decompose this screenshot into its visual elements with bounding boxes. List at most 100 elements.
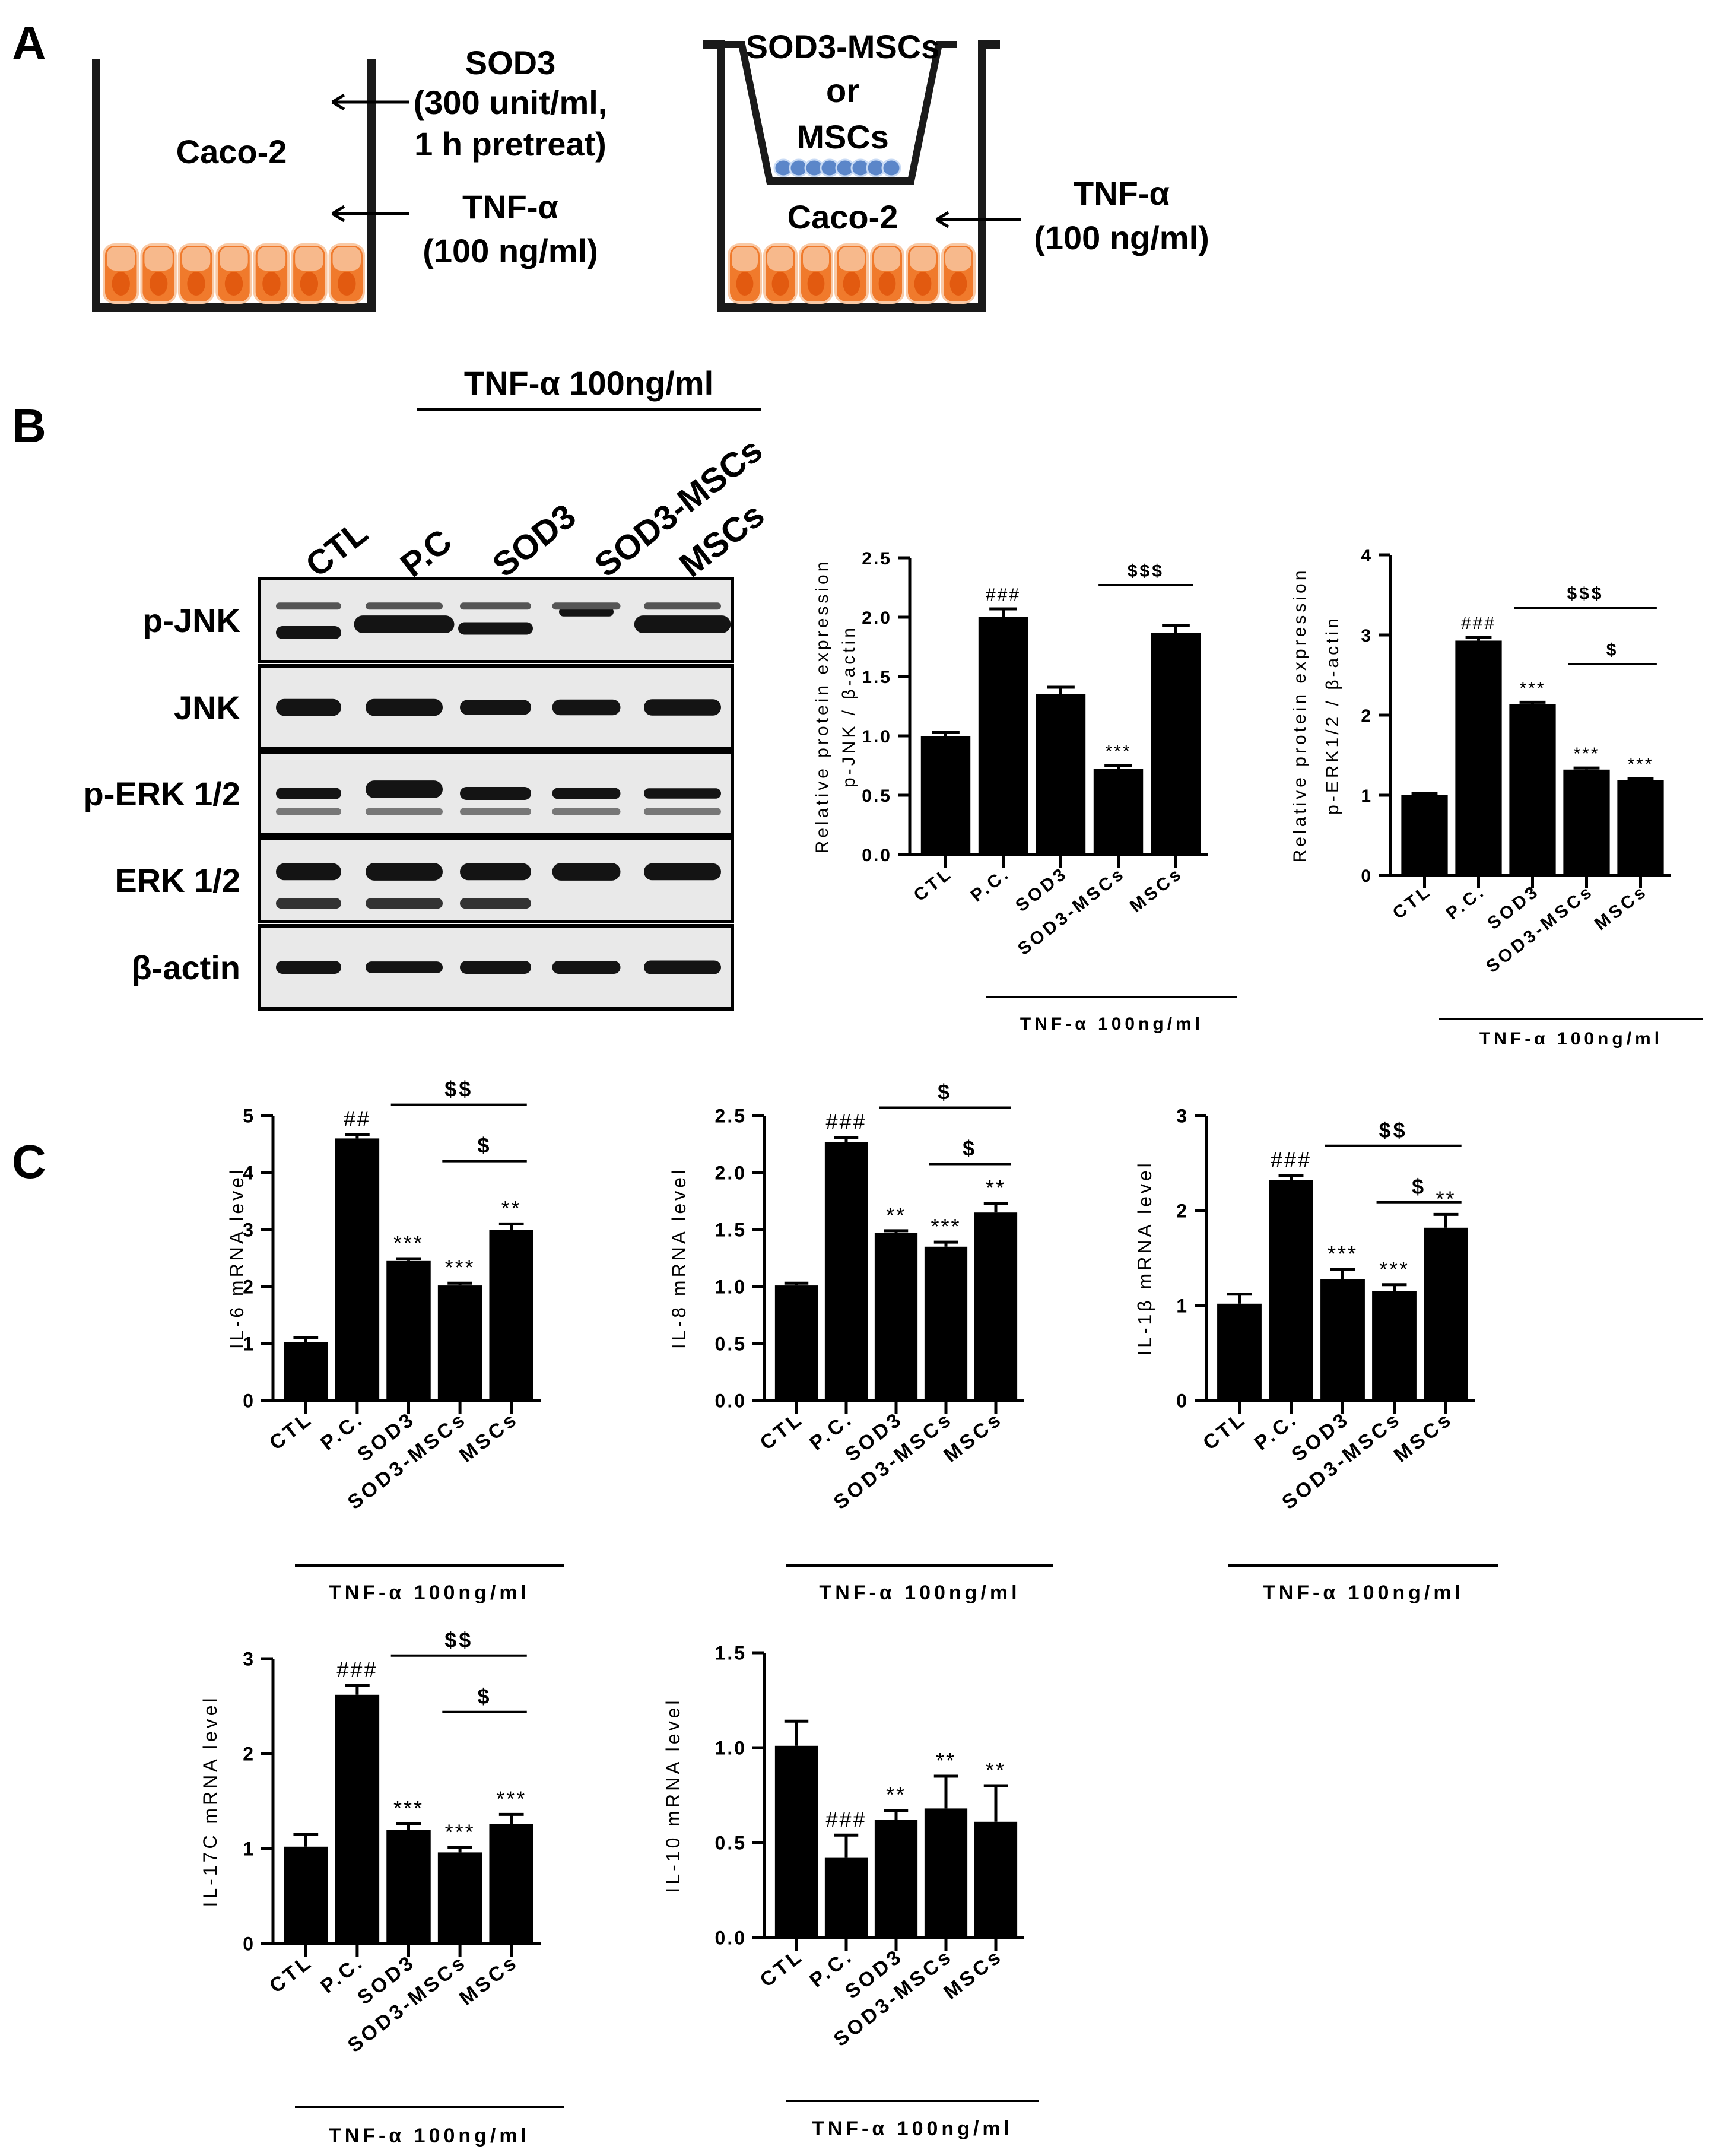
blot-band-faint <box>276 602 341 610</box>
bar <box>1563 769 1610 875</box>
cell-highlight <box>107 247 135 271</box>
blot-band <box>460 863 531 881</box>
blot-band <box>366 698 443 716</box>
blot-lane-label: SOD3 <box>485 497 583 585</box>
y-tick-label: 3 <box>243 1649 255 1670</box>
caco2-label-right: Caco-2 <box>787 198 898 236</box>
treatment-label: TNF-α 100ng/ml <box>819 1582 1020 1604</box>
significance-mark: *** <box>931 1214 961 1239</box>
cell-nucleus <box>149 272 168 296</box>
blot-row-label: ERK 1/2 <box>115 862 240 899</box>
significance-mark: ** <box>936 1748 956 1773</box>
significance-mark: ### <box>1271 1148 1311 1172</box>
x-category-label: MSCs <box>455 1950 523 2009</box>
y-tick-label: 3 <box>1361 626 1373 646</box>
bracket-label: $ <box>938 1079 952 1104</box>
y-tick-label: 1.0 <box>715 1738 747 1759</box>
cell-nucleus <box>338 272 356 296</box>
bar <box>824 1142 868 1401</box>
treatment-label: TNF-α 100ng/ml <box>812 2117 1013 2140</box>
blot-band <box>354 615 455 633</box>
bracket-label: $$ <box>1379 1118 1408 1142</box>
y-tick-label: 0.5 <box>715 1833 747 1854</box>
significance-mark: *** <box>1379 1257 1409 1281</box>
blot-band <box>644 788 721 799</box>
cell-highlight <box>144 247 173 271</box>
transwell-right: SOD3-MSCs or MSCs Caco-2 TNF-α (100 ng/m… <box>703 28 1209 312</box>
bar <box>1401 795 1448 875</box>
cell-highlight <box>874 247 900 271</box>
y-tick-label: 0.5 <box>862 786 892 806</box>
cell-nucleus <box>187 272 205 296</box>
x-category-label: MSCs <box>1390 1407 1457 1466</box>
bracket-label: $$ <box>444 1628 473 1652</box>
y-tick-label: 2.5 <box>862 549 892 569</box>
blot-lane-label: CTL <box>298 513 375 585</box>
x-category-label: MSCs <box>455 1407 523 1466</box>
blot-band-faint <box>644 808 721 815</box>
tnf-concentration-left: (100 ng/ml) <box>423 232 598 269</box>
x-category-label: CTL <box>910 863 957 906</box>
significance-mark: *** <box>1328 1241 1358 1266</box>
sod3-label: SOD3 <box>465 44 556 81</box>
y-tick-label: 2.0 <box>862 608 892 628</box>
panel-label-b: B <box>12 399 46 452</box>
bar <box>1372 1291 1417 1401</box>
cell-nucleus <box>224 272 243 296</box>
significance-mark: ## <box>344 1107 371 1131</box>
y-tick-label: 1 <box>243 1839 255 1860</box>
tnf-arrow-right-head <box>935 211 949 228</box>
cell-highlight <box>910 247 936 271</box>
cell-nucleus <box>262 272 281 296</box>
y-tick-label: 3 <box>243 1220 255 1241</box>
x-category-label: SOD3-MSCs <box>1014 863 1129 959</box>
blot-band <box>644 699 721 716</box>
blot-band <box>552 961 621 974</box>
x-category-label: CTL <box>1199 1407 1250 1455</box>
tnf-label-left: TNF-α <box>462 188 558 226</box>
cell-nucleus <box>807 272 825 296</box>
y-axis-label: p-JNK / β-actin <box>839 625 859 788</box>
bracket-label: $ <box>963 1136 977 1160</box>
blot-band-faint <box>552 602 621 610</box>
y-tick-label: 2 <box>243 1744 255 1765</box>
bar-chart: 0 1 2 3 4 Relative protein expression p-ERK1/2… <box>1290 546 1703 1049</box>
cell-nucleus <box>300 272 319 296</box>
bar <box>1455 640 1502 875</box>
bar-chart: 0.0 0.5 1.0 1.5 2.0 2.5 Relative protein expre… <box>812 549 1237 1034</box>
y-tick-label: 0.0 <box>862 846 892 865</box>
blot-band <box>460 961 531 974</box>
significance-mark: ** <box>886 1783 906 1807</box>
transwell-outer-wall <box>703 40 1000 312</box>
bar <box>1424 1227 1468 1401</box>
y-tick-label: 0.0 <box>715 1928 747 1949</box>
msc-cell <box>881 158 901 177</box>
significance-mark: *** <box>496 1786 526 1811</box>
significance-mark: ** <box>886 1203 906 1227</box>
significance-mark: *** <box>1627 755 1653 774</box>
bar <box>924 1246 968 1401</box>
significance-mark: ** <box>1436 1186 1456 1211</box>
y-axis-label: Relative protein expression <box>1290 568 1310 863</box>
bar <box>874 1820 918 1938</box>
bracket-label: $$ <box>444 1077 473 1101</box>
y-tick-label: 0 <box>243 1390 255 1412</box>
caco2-cell-layer-left <box>103 243 365 304</box>
bar-chart: 0.00.51.01.5IL-10 mRNA levelCTL###P.C.**… <box>662 1643 1039 2140</box>
culture-well-left: Caco-2 SOD3 (300 unit/ml, 1 h pretreat) … <box>92 44 607 312</box>
tnf-arrow-left-head <box>331 205 345 223</box>
significance-mark: ** <box>501 1196 522 1220</box>
cell-highlight <box>839 247 865 271</box>
cell-nucleus <box>771 272 789 296</box>
y-tick-label: 1.0 <box>715 1277 747 1298</box>
sod3-arrow-head <box>331 93 345 111</box>
x-category-label: CTL <box>1389 881 1436 923</box>
y-tick-label: 2 <box>243 1277 255 1298</box>
bracket-label: $ <box>478 1684 492 1709</box>
y-tick-label: 0 <box>1176 1390 1189 1412</box>
cell-highlight <box>257 247 286 271</box>
bar <box>1617 780 1664 875</box>
blot-row-label: JNK <box>174 689 240 726</box>
